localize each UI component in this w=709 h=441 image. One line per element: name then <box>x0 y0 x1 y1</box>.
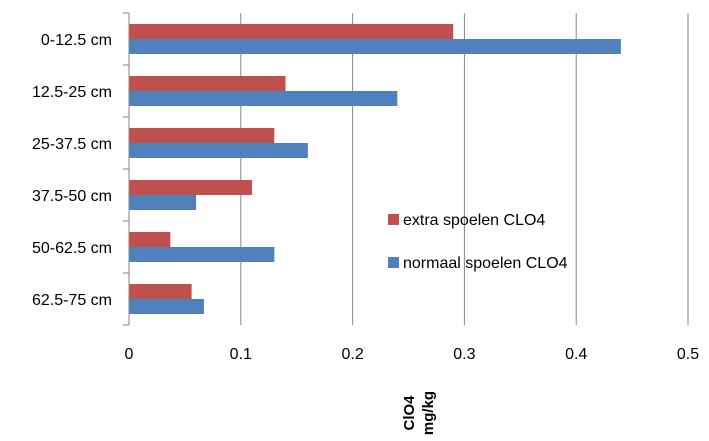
bar-extra <box>129 180 252 195</box>
legend-swatch-extra <box>388 214 399 225</box>
gridlines <box>240 13 689 325</box>
axes <box>123 12 130 326</box>
bar-extra <box>129 24 454 39</box>
y-tick-labels: 0-12.5 cm 12.5-25 cm 25-37.5 cm 37.5-50 cm 5… <box>32 32 112 309</box>
legend-label-normaal: normaal spoelen CLO4 <box>403 255 568 272</box>
x-tick-labels: 0 0.1 0.2 0.3 0.4 0.5 <box>125 346 700 363</box>
legend-swatch-normaal <box>388 257 399 268</box>
bar-normaal <box>129 143 308 158</box>
bar-extra <box>129 76 286 91</box>
y-tick-label: 25-37.5 cm <box>32 136 112 153</box>
x-tick-label: 0.4 <box>565 346 587 363</box>
x-tick-label: 0.1 <box>230 346 252 363</box>
y-tick-label: 62.5-75 cm <box>32 292 112 309</box>
legend: extra spoelen CLO4 normaal spoelen CLO4 <box>388 212 568 272</box>
bar-normaal <box>129 299 204 314</box>
y-tick-label: 12.5-25 cm <box>32 84 112 101</box>
x-tick-label: 0 <box>125 346 134 363</box>
bar-normaal <box>129 247 275 262</box>
y-tick-label: 50-62.5 cm <box>32 240 112 257</box>
x-tick-label: 0.2 <box>341 346 363 363</box>
y-tick-label: 37.5-50 cm <box>32 188 112 205</box>
x-tick-label: 0.5 <box>677 346 699 363</box>
bar-extra <box>129 284 192 299</box>
legend-label-extra: extra spoelen CLO4 <box>403 212 545 229</box>
bar-extra <box>129 232 171 247</box>
bar-normaal <box>129 195 197 210</box>
x-axis-title-line2: mg/kg <box>420 391 437 435</box>
bar-normaal <box>129 39 621 54</box>
x-axis-title-line1: ClO4 <box>401 395 418 431</box>
x-axis-title: ClO4 mg/kg <box>401 391 437 435</box>
y-tick-label: 0-12.5 cm <box>41 32 112 49</box>
x-tick-label: 0.3 <box>453 346 475 363</box>
bar-normaal <box>129 91 398 106</box>
bar-extra <box>129 128 275 143</box>
bars <box>129 24 621 314</box>
